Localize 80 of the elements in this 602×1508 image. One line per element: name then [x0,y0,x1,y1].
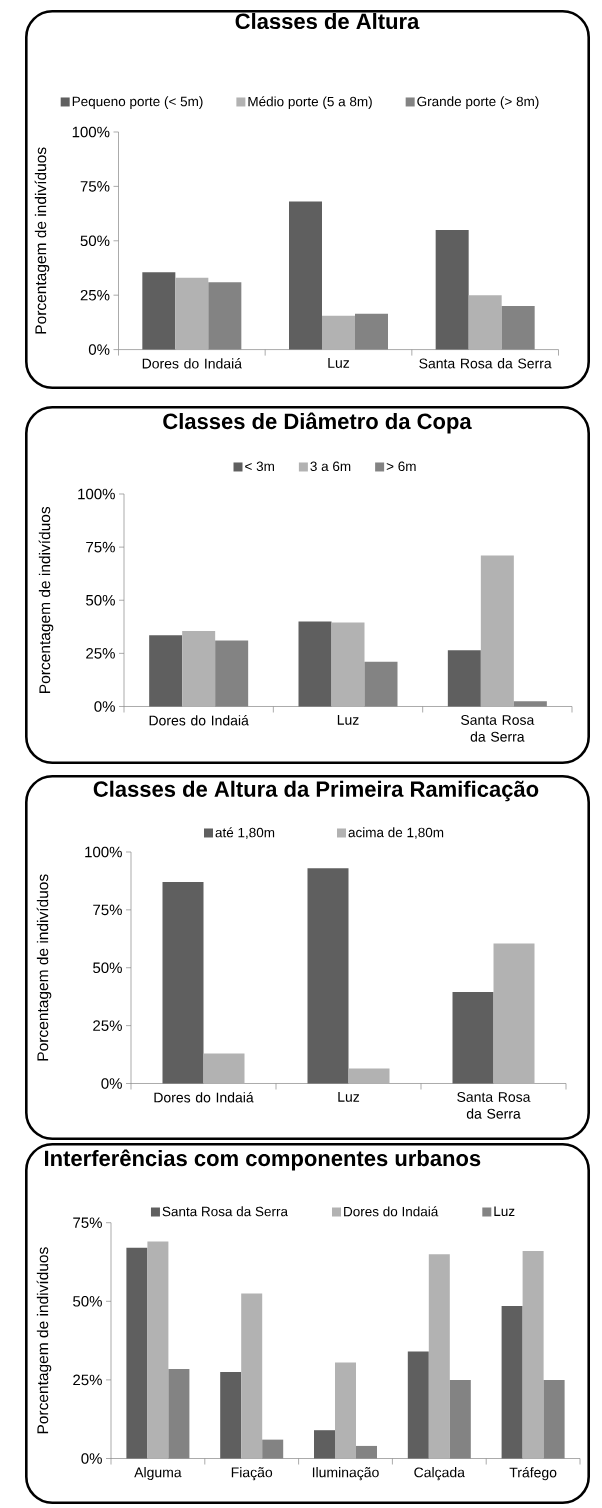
legend-label: Luz [494,1206,515,1217]
x-tick-label: Santa Rosa da Serra [461,715,535,742]
bar [126,1247,148,1459]
y-tick-label: 0% [94,701,115,712]
bar [331,622,365,707]
y-tick-label: 25% [80,289,110,301]
chart-title: Classes de Altura da Primeira Ramificação [93,780,539,802]
bar [175,277,209,350]
bar [149,635,183,707]
y-tick-label: 50% [80,235,110,247]
y-tick-label: 75% [86,541,115,553]
y-axis-title: Porcentagem de indivíduos [36,1247,52,1434]
y-tick-label: 25% [73,1374,102,1386]
chart-title: Interferências com componentes urbanos [44,1149,481,1171]
x-tick-label: Luz [337,715,359,725]
bar [348,1068,390,1084]
legend-label: Santa Rosa da Serra [162,1206,288,1217]
y-tick-label: 25% [86,648,115,659]
bar [407,1351,429,1459]
x-tick-label: Luz [328,358,350,368]
y-tick-label: 75% [93,904,122,916]
x-tick-label: Dores do Indaiá [149,715,249,726]
x-tick-label: Alguma [134,1467,182,1481]
y-tick-label: 75% [80,181,110,192]
y-axis-title: Porcentagem de indivíduos [36,874,52,1061]
x-tick-label: Santa Rosa da Serra [419,358,552,369]
bar [314,1430,335,1459]
x-tick-label: Calçada [414,1467,465,1481]
y-tick-label: 100% [85,846,122,858]
x-tick-label: Dores do Indaiá [154,1092,254,1103]
bar [307,868,349,1084]
x-tick-label: Fiação [231,1467,273,1481]
bar [468,295,502,350]
y-axis-title: Porcentagem de indivíduos [34,147,50,334]
y-tick-label: 25% [93,1020,122,1031]
y-tick-label: 50% [73,1296,102,1307]
y-tick-label: 0% [88,344,110,355]
bar [522,1251,544,1459]
bar [322,315,355,350]
y-tick-label: 75% [73,1217,102,1228]
bar [452,992,494,1084]
y-axis-title: Porcentagem de indivíduos [38,506,54,693]
bar [182,631,216,707]
bar [162,882,204,1084]
bar [289,201,322,350]
bar [428,1254,450,1459]
bar [501,1306,523,1459]
y-tick-label: 100% [78,488,115,500]
legend-label: Médio porte (5 a 8m) [248,96,372,109]
chart-title: Classes de Diâmetro da Copa [163,412,472,434]
bar [335,1362,356,1459]
bar [480,555,514,707]
chart-title: Classes de Altura [235,12,420,30]
bar [220,1372,242,1459]
x-tick-label: Luz [338,1092,360,1102]
x-tick-label: Tráfego [509,1467,557,1481]
bar [447,650,481,707]
legend-label: até 1,80m [215,827,275,839]
bar [493,943,535,1084]
x-tick-label: Santa Rosa da Serra [457,1092,531,1119]
bar [147,1241,169,1459]
x-tick-label: Iluminação [312,1467,379,1481]
bar [298,621,332,707]
legend-label: acima de 1,80m [348,827,444,839]
bar [142,272,176,350]
y-tick-label: 0% [101,1078,122,1089]
legend-label: Grande porte (> 8m) [417,96,539,109]
bar [241,1293,263,1459]
y-tick-label: 100% [72,126,110,138]
y-tick-label: 50% [86,594,115,606]
legend-label: Dores do Indaiá [344,1206,439,1217]
y-tick-label: 50% [93,962,122,974]
legend-label: 3 a 6m [310,461,351,472]
bar [435,229,469,350]
x-tick-label: Dores do Indaiá [142,358,242,369]
legend-label: > 6m [386,461,416,472]
legend-label: Pequeno porte (< 5m) [72,96,203,109]
legend-label: < 3m [245,461,274,472]
y-tick-label: 0% [81,1453,102,1464]
bar [203,1053,245,1084]
